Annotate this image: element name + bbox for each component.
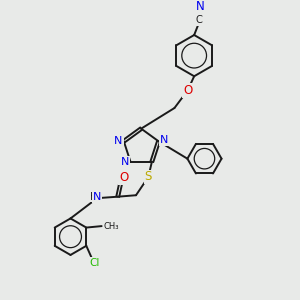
- Text: N: N: [114, 136, 123, 146]
- Text: CH₃: CH₃: [103, 222, 118, 231]
- Text: N: N: [93, 192, 101, 202]
- Text: H: H: [90, 192, 97, 202]
- Text: N: N: [160, 135, 168, 145]
- Text: Cl: Cl: [89, 258, 100, 268]
- Text: S: S: [145, 170, 152, 184]
- Text: O: O: [183, 84, 192, 97]
- Text: C: C: [195, 15, 202, 25]
- Text: N: N: [196, 0, 204, 13]
- Text: N: N: [121, 157, 129, 167]
- Text: O: O: [119, 171, 128, 184]
